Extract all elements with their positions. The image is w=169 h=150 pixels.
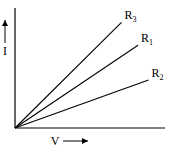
y-axis-label: I (3, 44, 7, 58)
series-line (15, 45, 138, 128)
y-arrow (5, 20, 6, 43)
y-axis (14, 8, 15, 128)
series-label: R1 (141, 31, 153, 47)
series-line (15, 22, 122, 128)
series-line (15, 80, 149, 128)
x-axis-label: V (51, 134, 60, 148)
x-axis (15, 127, 165, 128)
x-arrow (63, 141, 88, 142)
plot-area (15, 22, 149, 128)
chart: R3R1 R2 I V (0, 0, 169, 150)
series-label: R2 (152, 66, 164, 82)
series-label: R3 (125, 8, 137, 24)
